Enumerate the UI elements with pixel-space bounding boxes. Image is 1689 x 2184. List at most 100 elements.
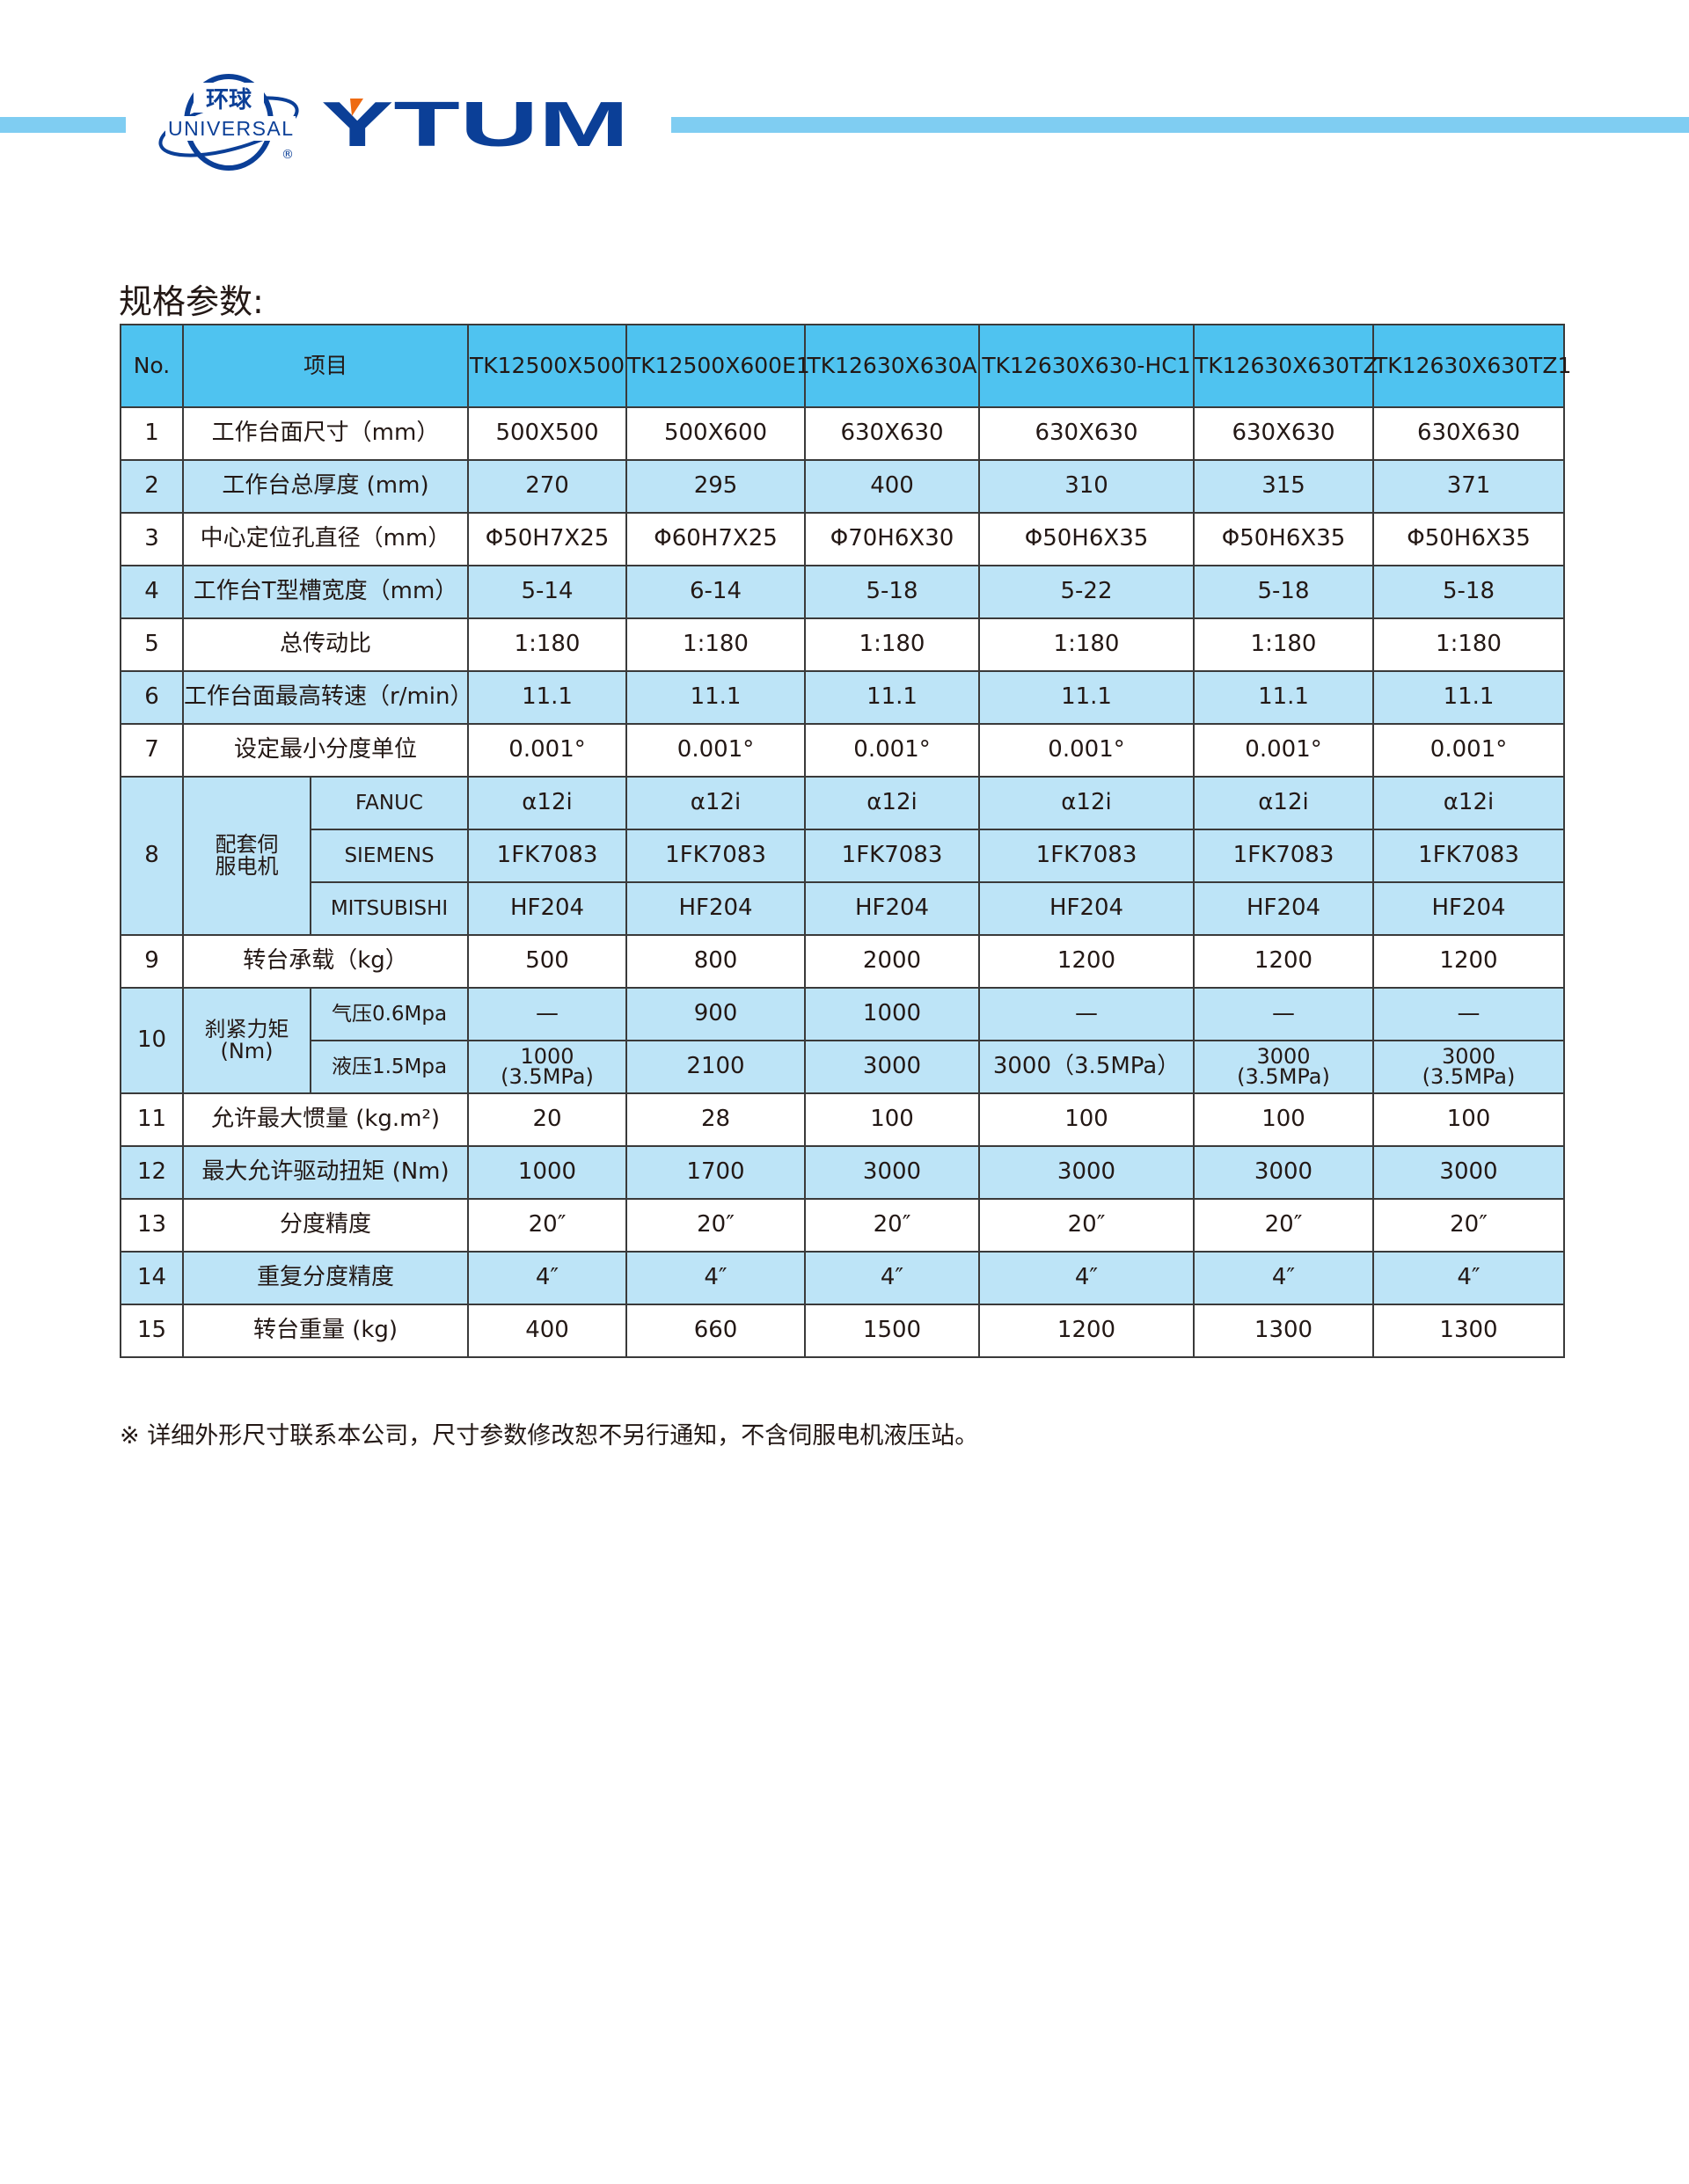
row-label: 重复分度精度 bbox=[181, 1251, 470, 1305]
table-cell: 3000 (3.5MPa) bbox=[1372, 1040, 1566, 1094]
table-cell: α12i bbox=[804, 776, 981, 830]
row-number: 7 bbox=[120, 723, 184, 778]
table-cell: 5-14 bbox=[467, 565, 628, 619]
table-cell: 630X630 bbox=[1372, 406, 1566, 461]
table-row: 2 工作台总厚度 (mm) 270 295 400 310 315 371 bbox=[120, 459, 1566, 514]
header-stripe-left bbox=[0, 117, 126, 133]
row-number: 4 bbox=[120, 565, 184, 619]
table-row: 15 转台重量 (kg) 400 660 1500 1200 1300 1300 bbox=[120, 1304, 1566, 1358]
svg-text:YTUM: YTUM bbox=[321, 90, 629, 160]
table-cell: HF204 bbox=[467, 881, 628, 936]
table-cell: 20 bbox=[467, 1092, 628, 1147]
row-label-unit: (Nm) bbox=[220, 1039, 274, 1063]
table-cell: 1000 bbox=[467, 1145, 628, 1200]
table-row: 3 中心定位孔直径（mm） Φ50H7X25 Φ60H7X25 Φ70H6X30 Φ50H… bbox=[120, 512, 1566, 566]
table-cell: 11.1 bbox=[978, 670, 1195, 725]
table-cell: 1FK7083 bbox=[804, 829, 981, 883]
table-cell: 3000 bbox=[804, 1040, 981, 1094]
table-cell: 1000 (3.5MPa) bbox=[467, 1040, 628, 1094]
row-number: 9 bbox=[120, 934, 184, 989]
table-cell: — bbox=[1372, 987, 1566, 1041]
table-cell: 371 bbox=[1372, 459, 1566, 514]
sub-label: FANUC bbox=[309, 776, 470, 830]
table-cell: 4″ bbox=[804, 1251, 981, 1305]
table-cell: 1:180 bbox=[625, 617, 807, 672]
table-cell: 4″ bbox=[625, 1251, 807, 1305]
table-cell: 4″ bbox=[1193, 1251, 1375, 1305]
table-cell: 630X630 bbox=[1193, 406, 1375, 461]
table-cell: 11.1 bbox=[625, 670, 807, 725]
row-label: 总传动比 bbox=[181, 617, 470, 672]
table-cell: 1:180 bbox=[1193, 617, 1375, 672]
table-cell: α12i bbox=[467, 776, 628, 830]
table-row: 14 重复分度精度 4″ 4″ 4″ 4″ 4″ 4″ bbox=[120, 1251, 1566, 1305]
table-cell: 3000（3.5MPa） bbox=[978, 1040, 1195, 1094]
table-cell: 3000 bbox=[804, 1145, 981, 1200]
table-cell: 1:180 bbox=[1372, 617, 1566, 672]
table-cell: 1700 bbox=[625, 1145, 807, 1200]
table-row: SIEMENS 1FK7083 1FK7083 1FK7083 1FK7083 1FK70… bbox=[121, 829, 1566, 883]
column-header: TK12500X500 bbox=[467, 324, 628, 408]
column-header: TK12630X630TZ bbox=[1193, 324, 1378, 408]
column-header: 项目 bbox=[181, 324, 470, 408]
table-cell: 1500 bbox=[804, 1304, 981, 1358]
table-cell: 100 bbox=[978, 1092, 1195, 1147]
table-cell: 660 bbox=[625, 1304, 807, 1358]
section-title: 规格参数: bbox=[119, 282, 264, 321]
table-cell: 100 bbox=[1193, 1092, 1375, 1147]
table-row: 10 刹紧力矩 (Nm) 气压0.6Mpa —900 1000— — — bbox=[120, 987, 1566, 1094]
table-cell: 2000 bbox=[804, 934, 981, 989]
column-header: TK12630X630-HC1 bbox=[978, 324, 1195, 408]
table-cell: 315 bbox=[1193, 459, 1375, 514]
row-label: 刹紧力矩 (Nm) bbox=[182, 987, 311, 1094]
table-header-row: No. 项目 TK12500X500 TK12500X600E1 TK12630X630… bbox=[120, 324, 1571, 408]
table-cell: Φ60H7X25 bbox=[625, 512, 807, 566]
table-cell: 1FK7083 bbox=[467, 829, 628, 883]
header-stripe-right bbox=[671, 117, 1689, 133]
table-row: 液压1.5Mpa 1000 (3.5MPa) 2100 3000 3000（3.5MPa… bbox=[121, 1040, 1566, 1094]
table-cell: 4″ bbox=[978, 1251, 1195, 1305]
table-cell: HF204 bbox=[1193, 881, 1375, 936]
table-row: 4 工作台T型槽宽度（mm） 5-14 6-14 5-18 5-22 5-18 5-18 bbox=[120, 565, 1566, 619]
table-cell: 20″ bbox=[625, 1198, 807, 1253]
table-cell: 630X630 bbox=[978, 406, 1195, 461]
table-cell: 270 bbox=[467, 459, 628, 514]
table-row: 1 工作台面尺寸（mm） 500X500 500X600 630X630 630X630 6… bbox=[120, 406, 1566, 461]
row-label: 工作台总厚度 (mm) bbox=[181, 459, 470, 514]
table-cell: 500X600 bbox=[625, 406, 807, 461]
table-cell: 5-22 bbox=[978, 565, 1195, 619]
table-cell: 100 bbox=[804, 1092, 981, 1147]
table-cell: 1FK7083 bbox=[1372, 829, 1566, 883]
table-cell: 5-18 bbox=[1193, 565, 1375, 619]
table-cell: 630X630 bbox=[804, 406, 981, 461]
table-cell: 1200 bbox=[1372, 934, 1566, 989]
row-number: 14 bbox=[120, 1251, 184, 1305]
table-cell: 400 bbox=[467, 1304, 628, 1358]
table-row: 13 分度精度 20″ 20″ 20″ 20″ 20″ 20″ bbox=[120, 1198, 1566, 1253]
row-number: 2 bbox=[120, 459, 184, 514]
table-cell: 20″ bbox=[1372, 1198, 1566, 1253]
row-number: 10 bbox=[120, 987, 184, 1094]
table-cell: HF204 bbox=[978, 881, 1195, 936]
svg-text:®: ® bbox=[282, 148, 294, 162]
table-cell: Φ50H6X35 bbox=[978, 512, 1195, 566]
table-cell: 800 bbox=[625, 934, 807, 989]
row-number: 6 bbox=[120, 670, 184, 725]
table-cell: — bbox=[978, 987, 1195, 1041]
table-cell: Φ50H6X35 bbox=[1372, 512, 1566, 566]
row-label: 工作台T型槽宽度（mm） bbox=[181, 565, 470, 619]
column-header: TK12500X600E1 bbox=[625, 324, 810, 408]
table-cell: α12i bbox=[1372, 776, 1566, 830]
table-cell: 3000 bbox=[978, 1145, 1195, 1200]
sub-label: 气压0.6Mpa bbox=[309, 987, 470, 1041]
table-cell: 1:180 bbox=[804, 617, 981, 672]
table-row: 12 最大允许驱动扭矩 (Nm) 1000 1700 3000 3000 3000 3000 bbox=[120, 1145, 1566, 1200]
table-row: 11 允许最大惯量 (kg.m²) 20 28 100 100 100 100 bbox=[120, 1092, 1566, 1147]
column-header: TK12630X630A bbox=[804, 324, 981, 408]
table-cell: 1:180 bbox=[978, 617, 1195, 672]
sub-label: SIEMENS bbox=[309, 829, 470, 883]
table-cell: 28 bbox=[625, 1092, 807, 1147]
table-cell: 20″ bbox=[1193, 1198, 1375, 1253]
table-row: 9 转台承载（kg） 500 800 2000 1200 1200 1200 bbox=[120, 934, 1566, 989]
svg-text:UNIVERSAL: UNIVERSAL bbox=[168, 117, 293, 140]
